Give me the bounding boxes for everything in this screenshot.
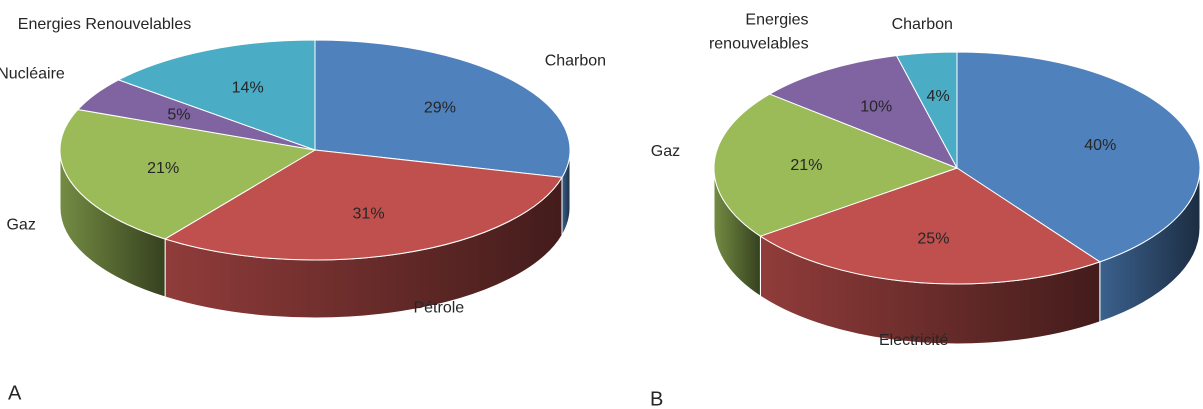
pie-slice: [117, 39, 316, 151]
panel-label: A: [8, 382, 22, 404]
pie-slice: [314, 39, 571, 178]
category-label: Pétrole: [413, 299, 464, 316]
label-line: renouvelables: [709, 36, 809, 53]
value-label: 4%: [927, 88, 950, 105]
value-label: 10%: [860, 98, 892, 115]
pie: 29% Charbon 31% Pétrole 21% Gaz 5% Nucléaire 14%…: [0, 16, 606, 319]
value-label: 21%: [790, 157, 822, 174]
category-label: Electricité: [879, 332, 948, 349]
pie-slice: [895, 51, 958, 169]
category-label: Energies Renouvelables: [18, 16, 191, 33]
pie-slice: [59, 108, 317, 240]
category-label: Nucléaire: [0, 65, 65, 82]
panel-label: B: [650, 388, 663, 409]
value-label: 31%: [353, 205, 385, 222]
value-label: 5%: [167, 107, 190, 124]
pie-slice: [956, 51, 1201, 263]
value-label: 14%: [232, 80, 264, 97]
pie-slice: [759, 167, 1101, 285]
category-label: Charbon: [545, 52, 606, 69]
value-label: 40%: [1084, 137, 1116, 154]
pie: 40%Pétrole25%Electricité21%Gaz10%Energie…: [651, 12, 1201, 349]
category-label: Energies renouvelables: [709, 12, 809, 53]
category-label: Gaz: [651, 143, 680, 160]
category-label: Gaz: [6, 216, 35, 233]
value-label: 25%: [917, 230, 949, 247]
value-label: 21%: [147, 160, 179, 177]
pie-slice: [713, 93, 959, 237]
category-label: Charbon: [892, 16, 953, 33]
pie-slice: [768, 55, 959, 169]
pie-slice: [163, 149, 563, 261]
value-label: 29%: [424, 99, 456, 116]
label-line: Energies: [745, 12, 808, 29]
